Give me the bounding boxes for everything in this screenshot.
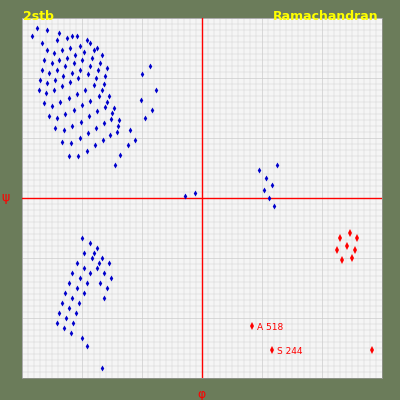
Text: A 518: A 518 <box>257 324 283 332</box>
Text: Ramachandran: Ramachandran <box>272 10 378 23</box>
Text: ψ: ψ <box>2 192 10 204</box>
Text: φ: φ <box>198 388 206 400</box>
Text: 2stb: 2stb <box>23 10 54 23</box>
Text: S 244: S 244 <box>277 348 302 356</box>
